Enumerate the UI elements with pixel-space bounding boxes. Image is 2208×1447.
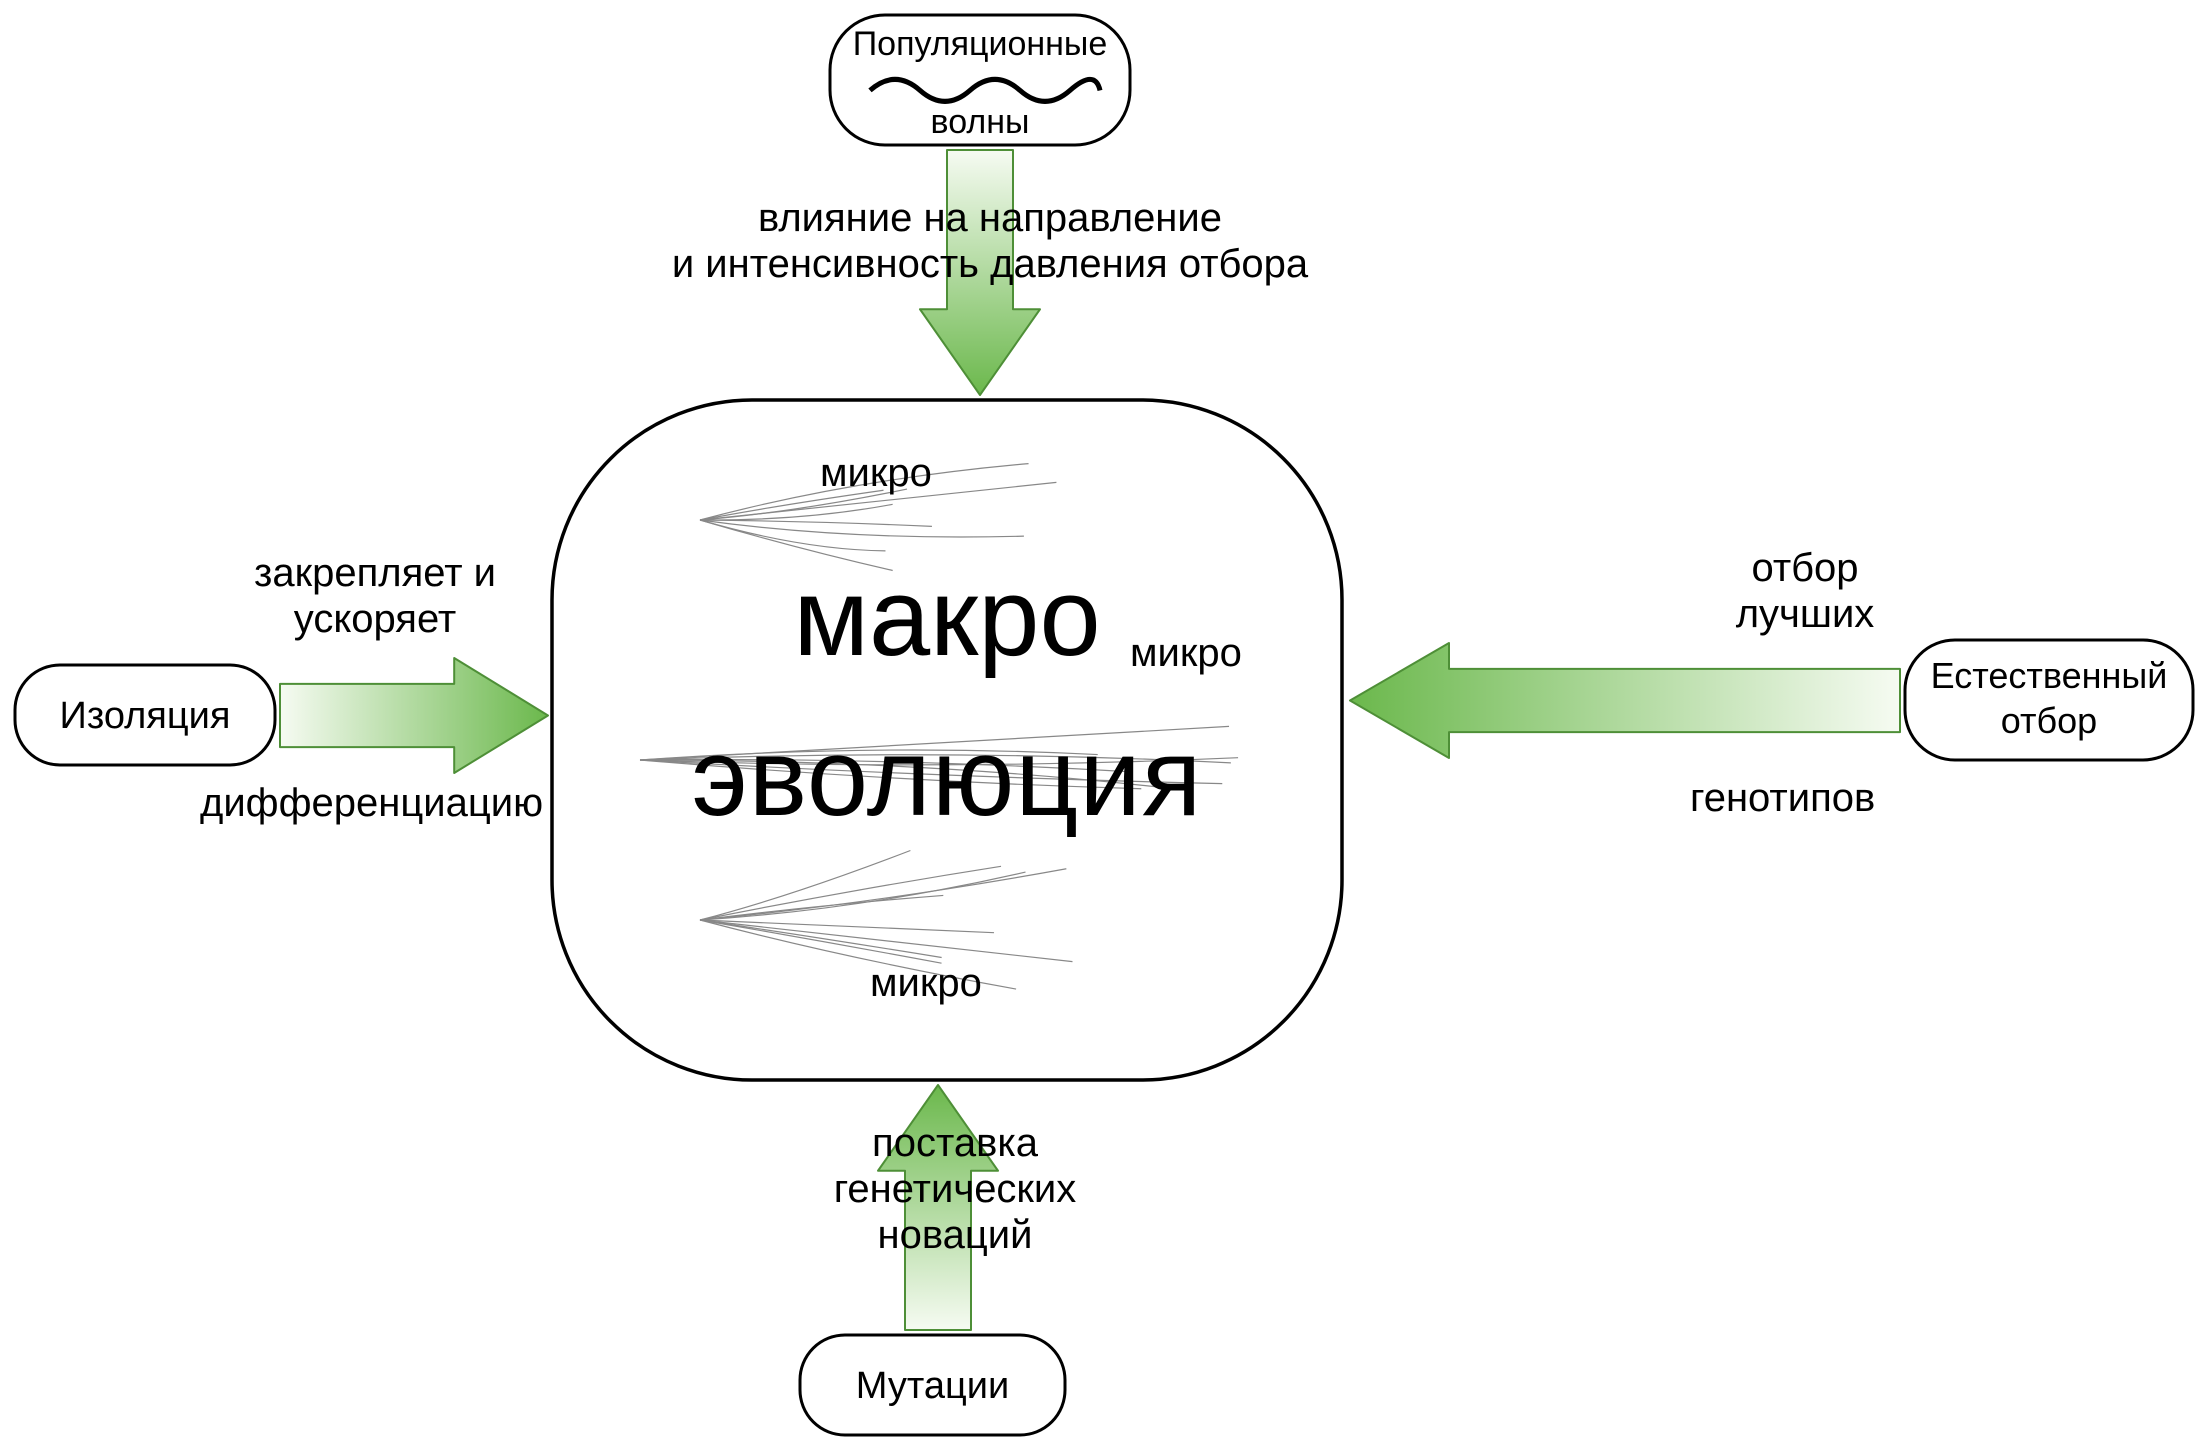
micro-label: микро — [820, 450, 932, 496]
node-right-label-line2: отбор — [1905, 700, 2193, 741]
micro-label: микро — [1130, 630, 1242, 676]
node-top-label-line2: волны — [830, 103, 1130, 142]
arrow-left — [280, 658, 548, 773]
node-bottom-label: Мутации — [800, 1365, 1065, 1409]
node-top-label-line1: Популяционные — [830, 25, 1130, 64]
edge-label-right-above: отбор лучших — [1715, 545, 1895, 637]
center-title-line2: эволюция — [552, 715, 1342, 842]
node-right-label-line1: Естественный — [1905, 655, 2193, 696]
edge-label-right-below: генотипов — [1690, 775, 1875, 821]
edge-label-left-below: дифференциацию — [200, 780, 543, 826]
node-left-label: Изоляция — [15, 695, 275, 739]
micro-label: микро — [870, 960, 982, 1006]
edge-label-top: влияние на направление и интенсивность д… — [640, 195, 1340, 287]
edge-label-left-above: закрепляет и ускоряет — [235, 550, 515, 642]
arrow-right — [1350, 643, 1900, 758]
edge-label-bottom: поставка генетических новаций — [810, 1120, 1100, 1258]
